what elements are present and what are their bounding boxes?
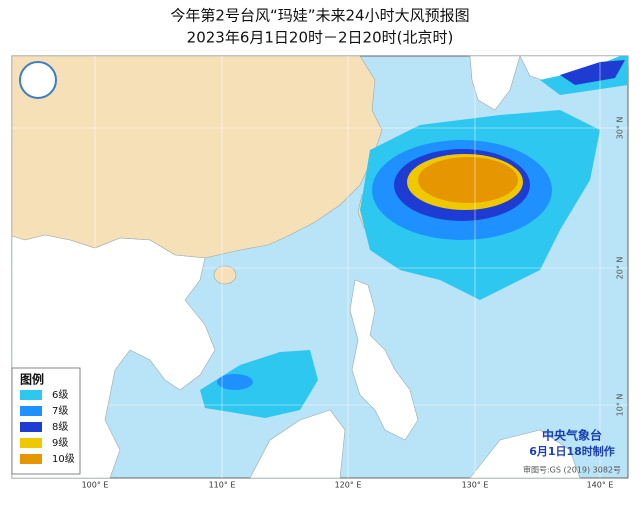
legend-swatch	[20, 390, 42, 400]
lon-label: 140° E	[587, 481, 614, 490]
agency: 中央气象台	[542, 428, 602, 443]
legend-swatch	[20, 454, 42, 464]
legend-label: 6级	[52, 389, 68, 401]
lat-label: 30° N	[616, 117, 625, 140]
legend-label: 10级	[52, 453, 75, 465]
legend-swatch	[20, 438, 42, 448]
lon-label: 110° E	[209, 481, 236, 490]
subtitle: 2023年6月1日20时－2日20时(北京时)	[187, 29, 454, 47]
land-hainan	[213, 265, 237, 285]
graticule	[12, 56, 628, 478]
legend-label: 9级	[52, 437, 68, 449]
lat-label: 20° N	[616, 257, 625, 280]
longitude-labels: 100° E 110° E 120° E 130° E 140° E	[82, 481, 614, 490]
lon-label: 100° E	[82, 481, 109, 490]
legend: 图例 6级 7级 8级 9级 10级	[11, 367, 81, 475]
zone-8-north	[560, 60, 625, 85]
issued-time: 6月1日18时制作	[529, 444, 615, 458]
zone-6-south	[200, 350, 318, 418]
lon-label: 120° E	[335, 481, 362, 490]
logo	[19, 61, 57, 99]
land-philippines	[349, 279, 419, 441]
title: 今年第2号台风“玛娃”未来24小时大风预报图	[170, 7, 469, 25]
lon-label: 130° E	[462, 481, 489, 490]
zone-10	[418, 157, 518, 203]
latitude-labels: 30° N 20° N 10° N	[616, 117, 625, 417]
legend-label: 8级	[52, 421, 68, 433]
legend-swatch	[20, 406, 42, 416]
legend-label: 7级	[52, 405, 68, 417]
lat-label: 10° N	[616, 394, 625, 417]
review-number: 审图号:GS (2019) 3082号	[523, 465, 621, 475]
land-borneo	[249, 409, 346, 479]
map	[11, 55, 629, 479]
wind-zones	[200, 56, 628, 418]
legend-title: 图例	[20, 372, 44, 387]
legend-swatch	[20, 422, 42, 432]
zone-7-south	[217, 374, 253, 390]
land-new-guinea	[469, 429, 581, 479]
